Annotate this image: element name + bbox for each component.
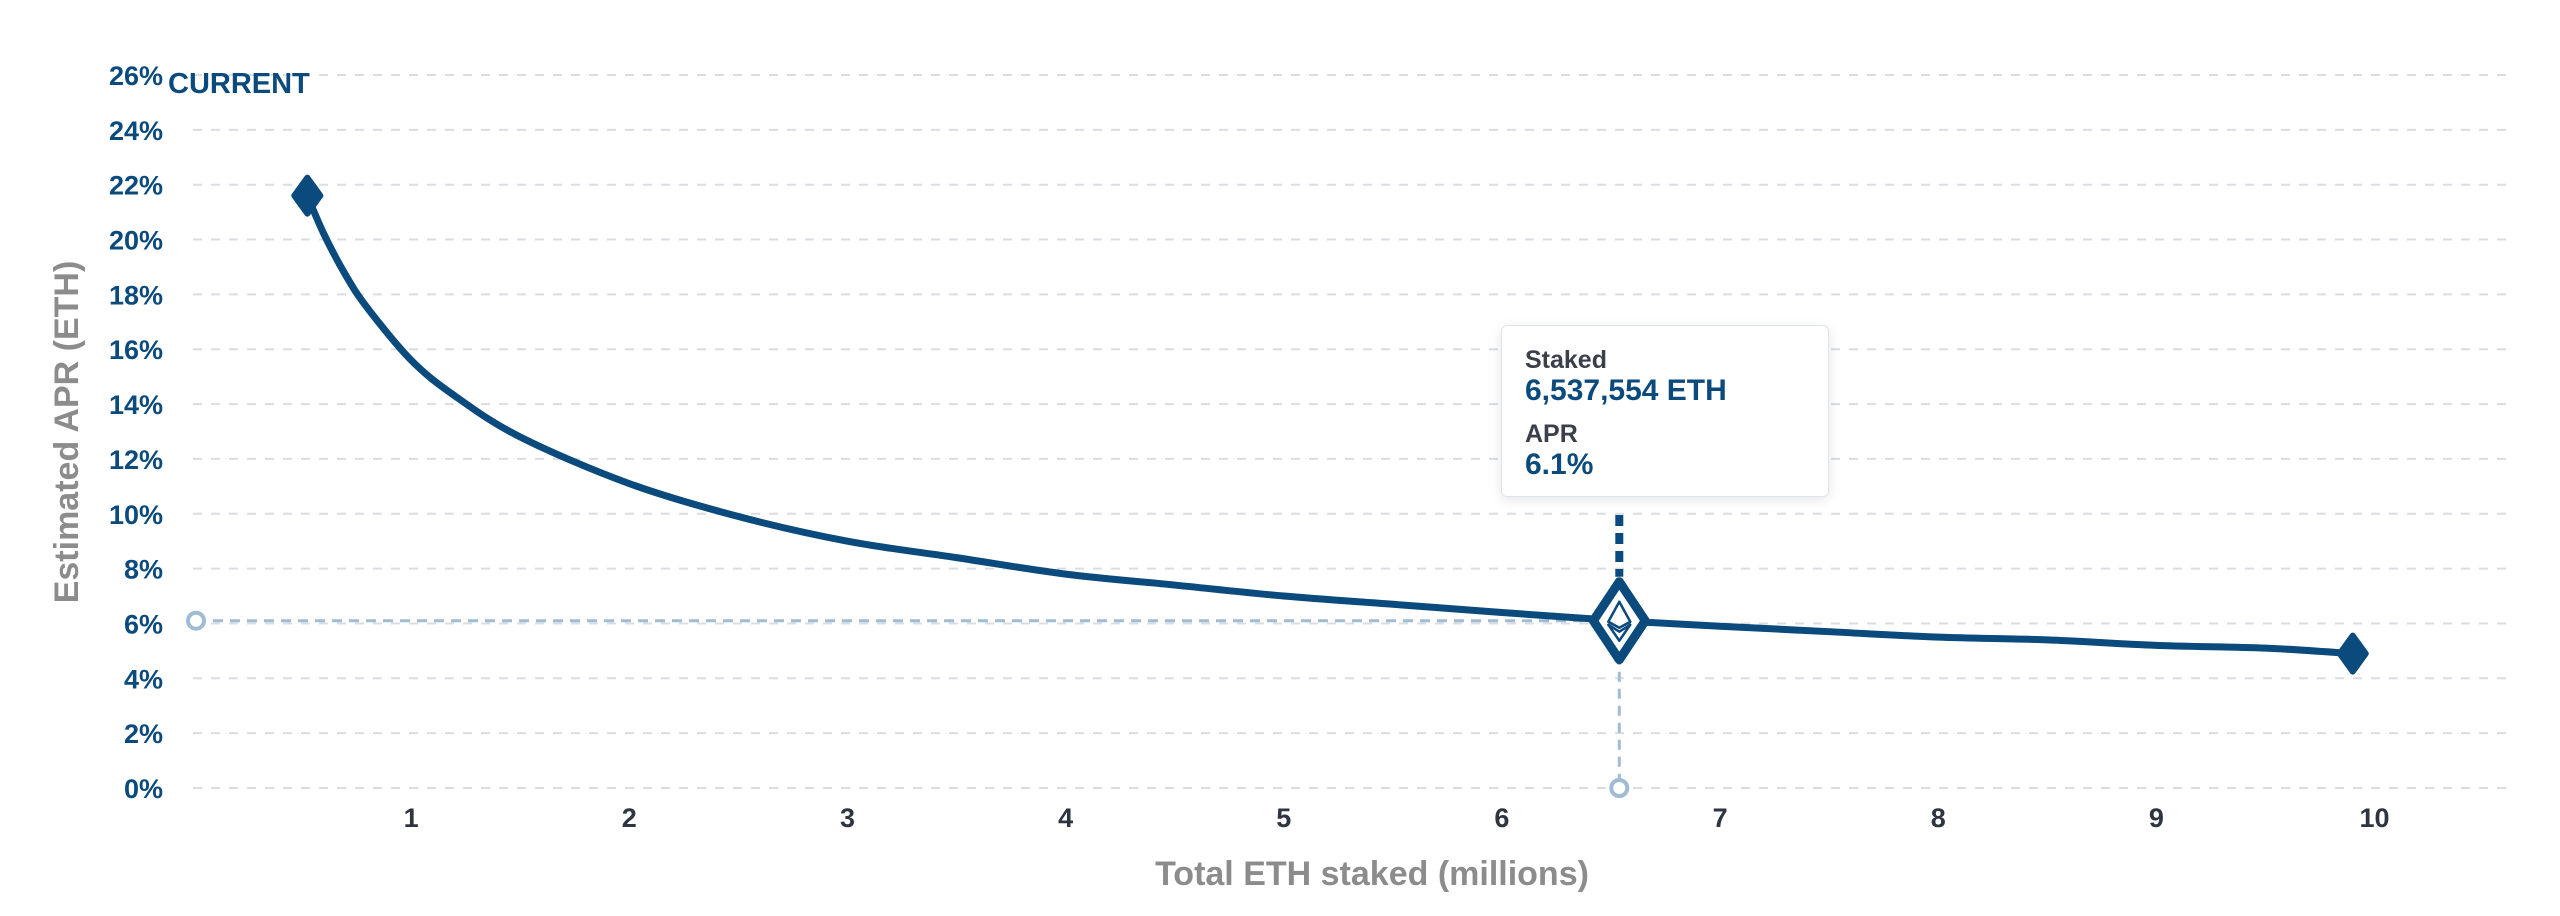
markers — [291, 174, 2369, 675]
current-marker — [1588, 577, 1650, 665]
tooltip-staked-label: Staked — [1525, 346, 1607, 374]
y-tick-labels: 0% 2% 4% 6% 8% 10% 12% 14% 16% 18% 20% 22% 24% 26% — [109, 61, 163, 804]
y-tick-label: 12% — [109, 445, 163, 475]
y-tick-label: 2% — [124, 719, 163, 749]
y-tick-label: 14% — [109, 390, 163, 420]
y-tick-label: 8% — [124, 555, 163, 585]
y-tick-label: 10% — [109, 500, 163, 530]
x-tick-label: 2 — [622, 803, 637, 833]
y-tick-label: 0% — [124, 774, 163, 804]
y-tick-label: 24% — [109, 116, 163, 146]
x-tick-label: 7 — [1713, 803, 1728, 833]
x-tick-label: 8 — [1931, 803, 1946, 833]
current-guide-y-dot — [186, 610, 206, 631]
x-tick-label: 4 — [1058, 803, 1073, 833]
current-label: CURRENT — [168, 68, 310, 100]
x-axis-title: Total ETH staked (millions) — [1155, 855, 1589, 893]
eth-icon — [1607, 600, 1632, 642]
x-tick-label: 3 — [840, 803, 855, 833]
tooltip-apr-label: APR — [1525, 420, 1578, 448]
tooltip-apr-value: 6.1% — [1525, 448, 1594, 481]
current-guide-x-dot — [1609, 778, 1630, 798]
current-guides — [186, 515, 1630, 798]
y-axis-title: Estimated APR (ETH) — [48, 261, 86, 604]
x-tick-labels: 1 2 3 4 5 6 7 8 9 10 — [404, 803, 2390, 833]
point-marker — [291, 174, 324, 217]
point-marker — [2336, 632, 2369, 675]
y-tick-label: 16% — [109, 335, 163, 365]
y-tick-label: 6% — [124, 609, 163, 639]
grid-lines — [193, 74, 2510, 789]
tooltip-current: Staked 6,537,554 ETH APR 6.1% — [1501, 325, 1829, 497]
y-tick-label: 4% — [124, 664, 163, 694]
x-tick-label: 5 — [1276, 803, 1291, 833]
series-layer — [303, 192, 2357, 658]
x-tick-label: 10 — [2360, 803, 2390, 833]
y-tick-label: 18% — [109, 280, 163, 310]
x-tick-label: 9 — [2149, 803, 2164, 833]
y-tick-label: 22% — [109, 171, 163, 201]
x-tick-label: 1 — [404, 803, 419, 833]
y-tick-label: 26% — [109, 61, 163, 91]
series-line-0 — [303, 192, 2357, 658]
x-tick-label: 6 — [1494, 803, 1509, 833]
tooltip-staked-value: 6,537,554 ETH — [1525, 374, 1727, 407]
y-tick-label: 20% — [109, 226, 163, 256]
